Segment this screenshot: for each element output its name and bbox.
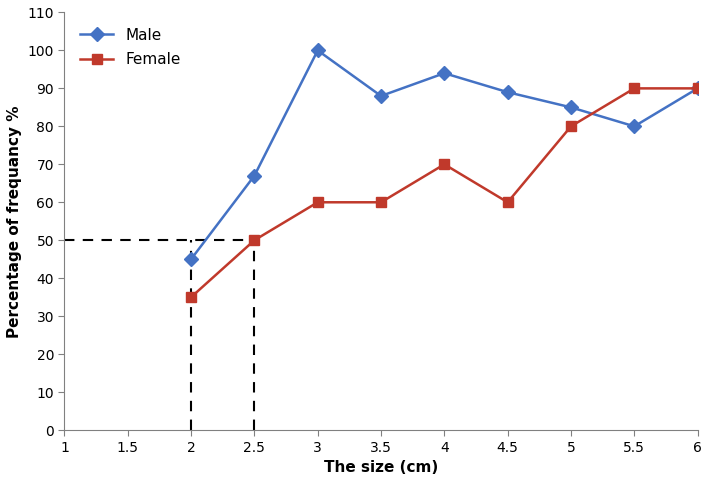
Female <box>693 85 702 91</box>
Male <box>503 89 512 95</box>
Female <box>630 85 639 91</box>
X-axis label: The size (cm): The size (cm) <box>324 460 438 475</box>
Male <box>376 93 385 99</box>
Female <box>566 123 575 129</box>
Female <box>186 295 195 300</box>
Female <box>313 200 322 205</box>
Legend: Male, Female: Male, Female <box>72 20 189 75</box>
Male <box>440 70 449 76</box>
Female <box>440 161 449 167</box>
Male <box>313 48 322 54</box>
Male <box>250 173 259 179</box>
Line: Female: Female <box>186 83 703 302</box>
Female <box>503 200 512 205</box>
Female <box>376 200 385 205</box>
Male <box>186 256 195 262</box>
Y-axis label: Percentage of frequancy %: Percentage of frequancy % <box>7 105 22 337</box>
Female <box>250 237 259 243</box>
Male <box>630 123 639 129</box>
Line: Male: Male <box>186 46 703 264</box>
Male <box>566 105 575 110</box>
Male <box>693 85 702 91</box>
